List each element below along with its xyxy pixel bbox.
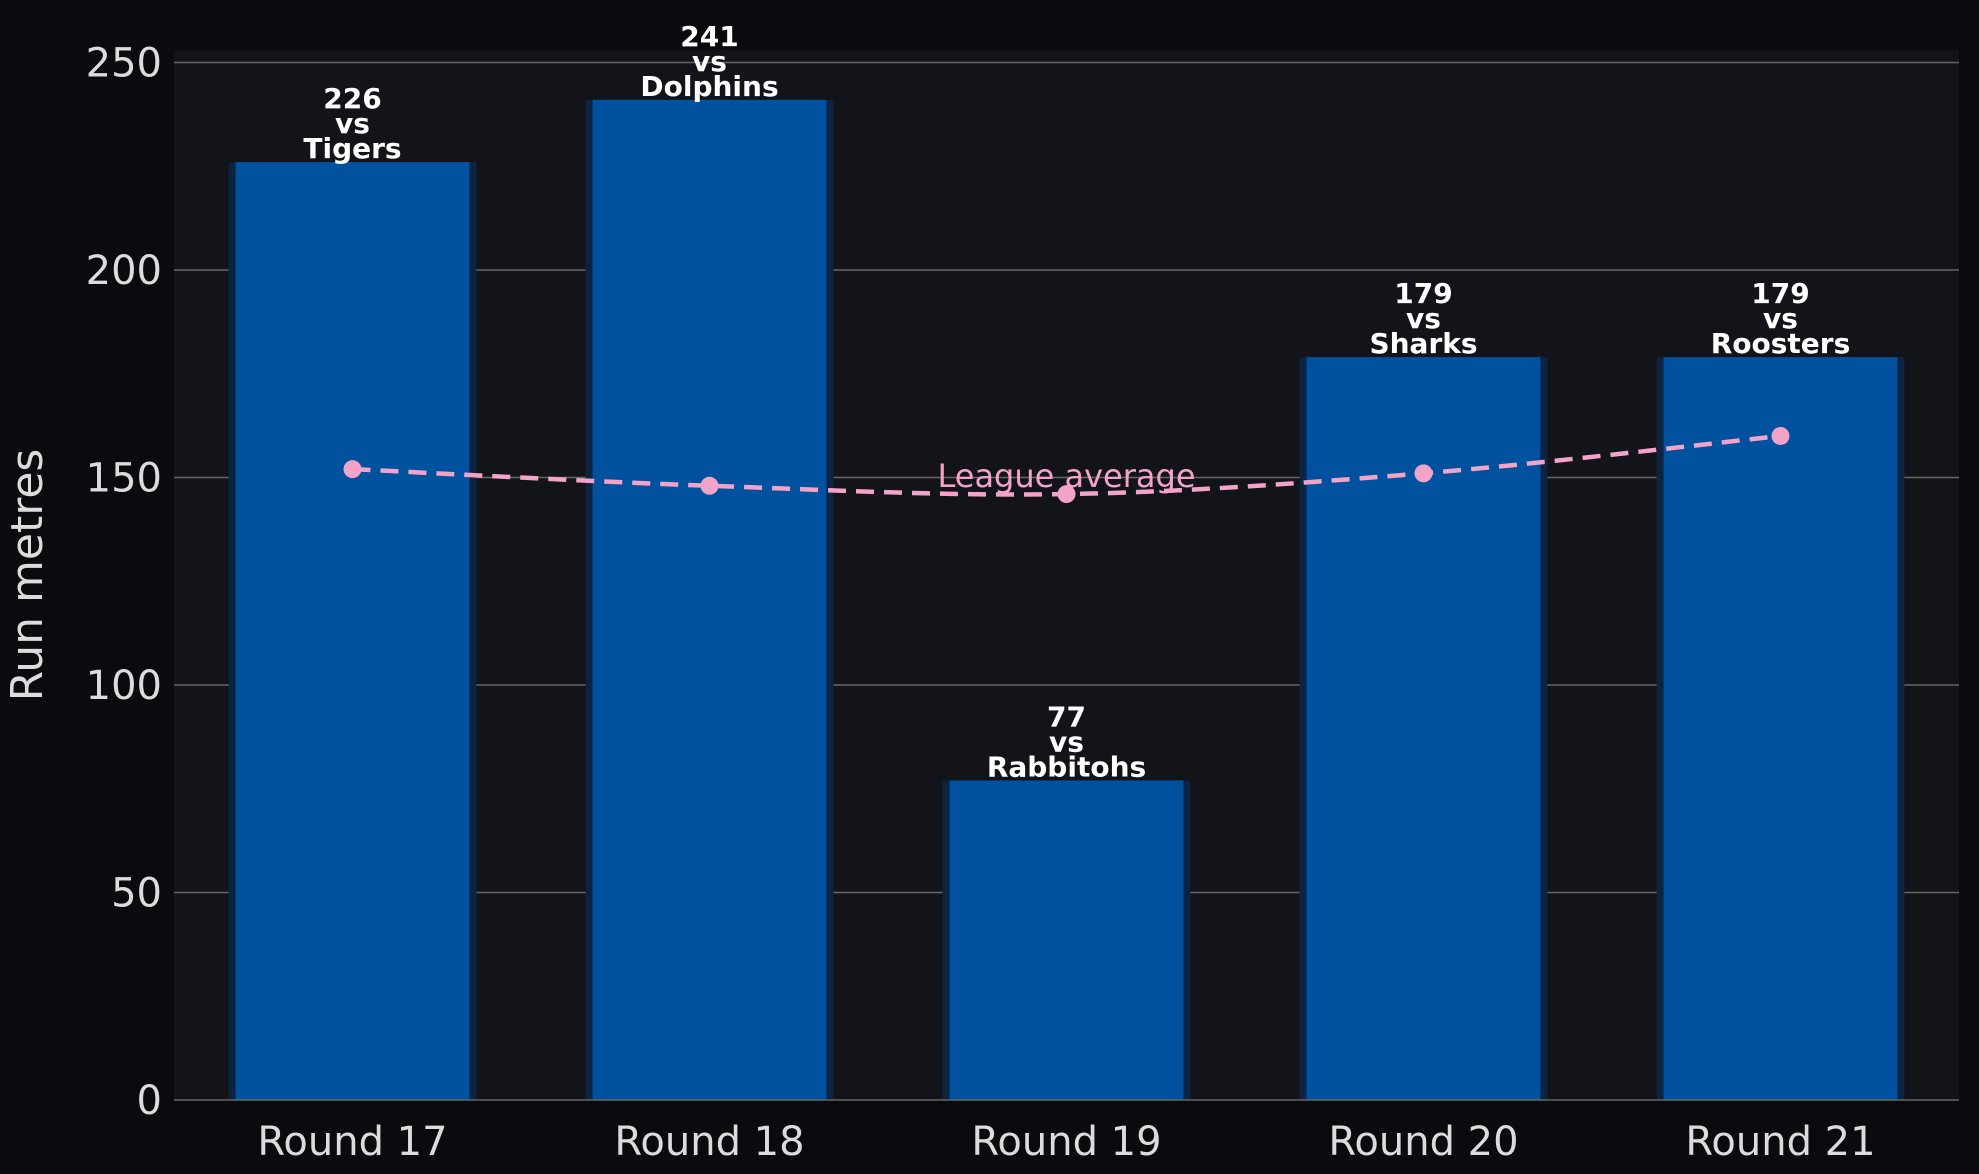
league-average-point xyxy=(1057,485,1076,504)
bar-vs-label: vs xyxy=(1763,302,1798,335)
x-tick-label: Round 21 xyxy=(1685,1119,1875,1165)
y-axis-title: Run metres xyxy=(2,449,53,702)
bar-vs-label: vs xyxy=(692,45,727,78)
bar-value-label: 226 xyxy=(323,82,381,115)
bar-value-label: 77 xyxy=(1047,700,1086,733)
y-tick-label: 200 xyxy=(86,248,162,294)
bar-opponent-label: Dolphins xyxy=(640,70,778,103)
bar xyxy=(592,99,827,1100)
bar-vs-label: vs xyxy=(1406,302,1441,335)
league-average-point xyxy=(700,476,719,495)
league-average-label: League average xyxy=(937,457,1195,495)
bars xyxy=(228,99,1905,1101)
x-tick-label: Round 20 xyxy=(1328,1119,1518,1165)
league-average-point xyxy=(343,460,362,479)
bar-value-label: 179 xyxy=(1751,277,1809,310)
bar-opponent-label: Rabbitohs xyxy=(987,750,1146,783)
y-tick-label: 150 xyxy=(86,455,162,501)
bar-opponent-label: Tigers xyxy=(303,132,401,165)
bar-value-label: 179 xyxy=(1394,277,1452,310)
bar-labels: 226vsTigers241vsDolphins77vsRabbitohs179… xyxy=(303,20,1850,784)
x-tick-label: Round 18 xyxy=(614,1119,804,1165)
y-tick-label: 250 xyxy=(86,40,162,86)
league-average-point xyxy=(1771,426,1790,445)
bar-opponent-label: Roosters xyxy=(1711,327,1851,360)
bar-value-label: 241 xyxy=(680,20,738,53)
league-average-point xyxy=(1414,464,1433,483)
y-tick-label: 100 xyxy=(86,663,162,709)
axes: 0 50 100 150 200 250 Round 17 Round 18 Round 19 R… xyxy=(86,40,1959,1165)
league-average-line: League average xyxy=(343,426,1790,504)
bar-vs-label: vs xyxy=(335,107,370,140)
bar xyxy=(235,162,470,1101)
x-tick-label: Round 17 xyxy=(257,1119,447,1165)
y-tick-label: 0 xyxy=(137,1078,162,1124)
bar xyxy=(949,780,1184,1100)
bar-opponent-label: Sharks xyxy=(1369,327,1477,360)
bar xyxy=(1663,357,1898,1100)
y-tick-label: 50 xyxy=(111,870,162,916)
x-tick-label: Round 19 xyxy=(971,1119,1161,1165)
bar-vs-label: vs xyxy=(1049,725,1084,758)
